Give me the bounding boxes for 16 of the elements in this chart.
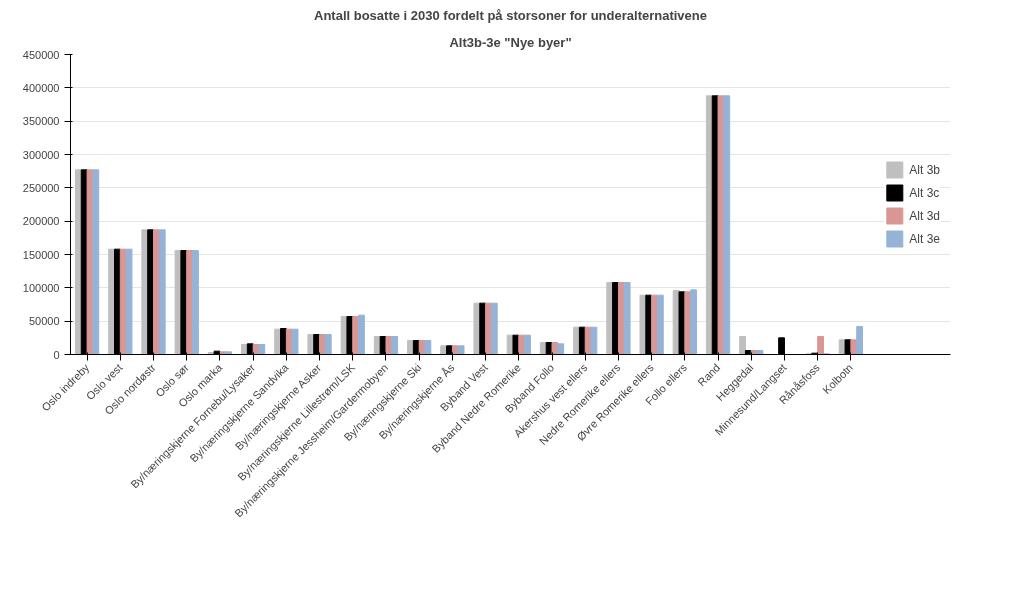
y-tick-label: 350000 [22,115,60,128]
y-tick-label: 450000 [22,48,60,61]
y-tick-label: 300000 [22,148,60,161]
y-tick-label: 400000 [22,81,60,94]
legend-label: Alt 3c [909,185,940,200]
legend-label: Alt 3d [909,208,940,223]
chart-subtitle: Alt3b-3e "Nye byer" [449,34,572,50]
y-tick-label: 100000 [22,281,60,294]
y-tick-label: 250000 [22,181,60,194]
legend-label: Alt 3e [909,231,940,246]
y-tick-label: 150000 [22,248,60,261]
legend-label: Alt 3b [909,162,940,177]
chart-title: Antall bosatte i 2030 fordelt på storsoner for underalternativene [314,7,707,23]
y-tick-label: 50000 [28,315,60,328]
y-tick-label: 0 [53,348,60,361]
y-tick-label: 200000 [22,215,60,228]
